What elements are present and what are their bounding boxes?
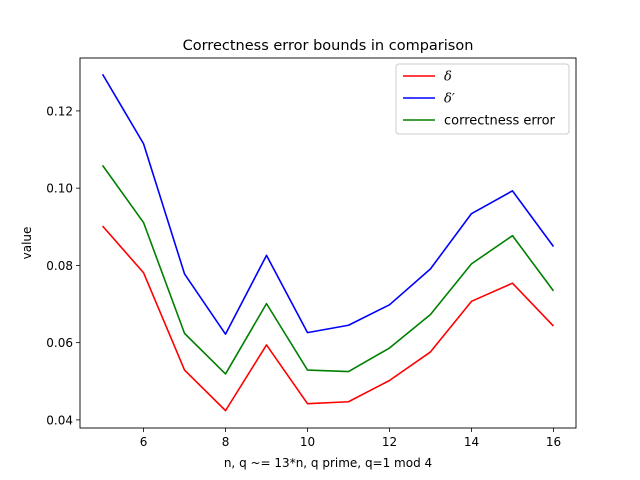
x-tick-label: 12 (382, 435, 397, 449)
x-tick-label: 14 (464, 435, 479, 449)
x-tick-label: 10 (300, 435, 315, 449)
legend-label-1: δ′ (444, 92, 455, 107)
x-tick-label: 8 (222, 435, 230, 449)
y-tick-label: 0.06 (46, 336, 73, 350)
x-tick-label: 6 (140, 435, 148, 449)
legend-box (395, 63, 570, 135)
legend-label-0: δ (444, 70, 452, 85)
y-tick-label: 0.10 (46, 182, 73, 196)
series-line-1 (101, 73, 555, 335)
legend-label-2: correctness error (444, 114, 556, 129)
series-line-0 (101, 225, 555, 412)
plot-frame (79, 57, 577, 429)
x-axis-label: n, q ~= 13*n, q prime, q=1 mod 4 (224, 456, 432, 470)
x-axis: 6 8 10 12 14 16 (140, 428, 561, 449)
y-axis-label: value (20, 227, 34, 260)
x-tick-label: 16 (546, 435, 561, 449)
y-axis: 0.04 0.06 0.08 0.10 0.12 (46, 104, 80, 427)
y-tick-label: 0.04 (46, 413, 73, 427)
y-tick-label: 0.08 (46, 259, 73, 273)
y-tick-label: 0.12 (46, 104, 73, 118)
series-group (101, 73, 555, 412)
chart-title: Correctness error bounds in comparison (183, 38, 474, 54)
legend: δ δ′ correctness error (395, 63, 570, 135)
series-line-2 (101, 164, 555, 375)
